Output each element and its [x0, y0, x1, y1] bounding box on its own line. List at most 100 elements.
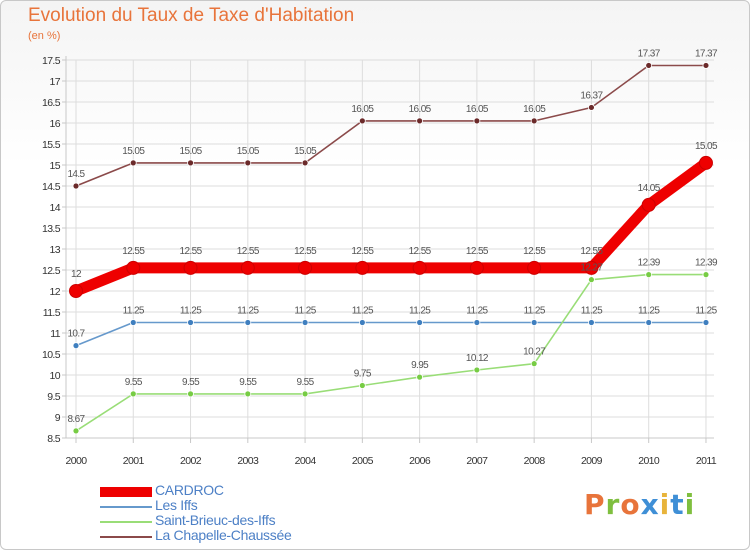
data-label: 12.27 — [580, 263, 603, 274]
data-point — [126, 260, 141, 275]
logo-letter: i — [684, 488, 696, 521]
data-point — [416, 373, 424, 381]
data-label: 9.55 — [182, 377, 200, 388]
data-label: 11.25 — [466, 306, 488, 317]
data-point — [584, 260, 599, 275]
x-tick-label: 2011 — [696, 455, 717, 467]
data-label: 11.25 — [294, 306, 316, 317]
data-label: 16.05 — [523, 104, 546, 115]
data-label: 11.25 — [123, 306, 145, 317]
y-tick-label: 14.5 — [42, 181, 61, 193]
data-label: 9.55 — [125, 377, 143, 388]
data-point — [129, 159, 137, 167]
series-line-saint-brieuc-des-iffs — [75, 273, 707, 432]
data-point — [129, 390, 137, 398]
y-tick-label: 9 — [55, 412, 61, 424]
y-tick-label: 17.5 — [42, 55, 61, 67]
data-point — [588, 319, 595, 326]
data-label: 12.55 — [122, 246, 145, 257]
y-tick-label: 11 — [50, 328, 60, 340]
y-tick-label: 11.5 — [43, 307, 61, 319]
legend-label: Les Iffs — [155, 497, 198, 513]
data-point — [244, 159, 252, 167]
data-label: 9.75 — [354, 369, 372, 380]
data-point — [588, 276, 595, 284]
data-label: 15.05 — [294, 146, 317, 157]
y-tick-label: 10 — [50, 370, 61, 382]
data-label: 17.37 — [695, 48, 718, 59]
data-point — [702, 62, 710, 69]
y-tick-label: 9.5 — [47, 391, 61, 403]
y-tick-label: 13 — [50, 244, 61, 256]
legend-label: Saint-Brieuc-des-Iffs — [155, 512, 276, 528]
data-point — [416, 117, 424, 125]
data-point — [702, 319, 710, 326]
x-tick-label: 2010 — [638, 455, 660, 467]
data-point — [187, 390, 194, 398]
y-tick-label: 14 — [50, 202, 61, 214]
legend-label: La Chapelle-Chaussée — [155, 527, 292, 543]
data-point — [358, 382, 366, 389]
x-tick-label: 2005 — [352, 455, 374, 467]
data-label: 12.55 — [580, 246, 603, 257]
data-point — [530, 319, 538, 326]
y-tick-label: 8.5 — [47, 433, 61, 445]
x-tick-label: 2008 — [524, 455, 546, 467]
y-tick-label: 17 — [50, 76, 61, 88]
data-label: 10.12 — [466, 353, 489, 364]
data-point — [473, 366, 481, 374]
y-tick-label: 10.5 — [42, 349, 61, 361]
data-point — [244, 390, 252, 398]
data-point — [301, 159, 309, 167]
data-label: 9.55 — [239, 377, 257, 388]
data-label: 12.55 — [294, 246, 317, 257]
data-point — [187, 319, 194, 326]
data-label: 10.7 — [67, 329, 85, 340]
data-point — [129, 319, 137, 326]
data-label: 15.05 — [237, 146, 260, 157]
data-label: 12.39 — [638, 258, 661, 269]
data-point — [473, 117, 481, 125]
data-label: 14.05 — [638, 183, 661, 194]
data-label: 16.37 — [580, 90, 603, 101]
data-point — [641, 197, 656, 212]
logo-letter: o — [620, 488, 641, 521]
data-point — [244, 319, 252, 326]
data-label: 11.25 — [524, 306, 546, 317]
data-label: 12.55 — [523, 246, 546, 257]
data-point — [301, 319, 309, 326]
data-point — [240, 260, 255, 275]
y-tick-label: 12.5 — [42, 265, 61, 277]
data-point — [358, 117, 366, 125]
x-tick-label: 2001 — [123, 455, 145, 467]
legend-swatch — [100, 506, 152, 508]
data-label: 17.37 — [638, 48, 661, 59]
legend-swatch — [100, 487, 152, 497]
x-tick-label: 2004 — [295, 455, 317, 467]
data-label: 12.55 — [180, 246, 203, 257]
data-point — [588, 104, 595, 111]
data-point — [473, 319, 481, 326]
data-point — [301, 390, 309, 398]
y-tick-label: 16 — [50, 118, 61, 130]
data-label: 14.5 — [67, 169, 85, 180]
data-label: 11.25 — [237, 306, 259, 317]
data-point — [412, 260, 427, 275]
data-label: 12.55 — [409, 246, 432, 257]
data-label: 11.25 — [180, 306, 202, 317]
data-point — [72, 427, 80, 435]
data-point — [530, 360, 538, 368]
data-point — [69, 284, 83, 298]
data-label: 10.27 — [523, 347, 546, 358]
data-label: 9.55 — [297, 377, 315, 388]
data-point — [358, 319, 366, 326]
legend-swatch — [100, 521, 152, 523]
data-label: 15.05 — [180, 146, 203, 157]
data-label: 11.25 — [638, 306, 660, 317]
series-line-les-iffs — [75, 321, 707, 347]
logo-letter: P — [584, 488, 606, 521]
logo-letter: i — [659, 488, 671, 521]
x-tick-label: 2002 — [180, 455, 202, 467]
series-line-cardroc — [70, 157, 712, 297]
